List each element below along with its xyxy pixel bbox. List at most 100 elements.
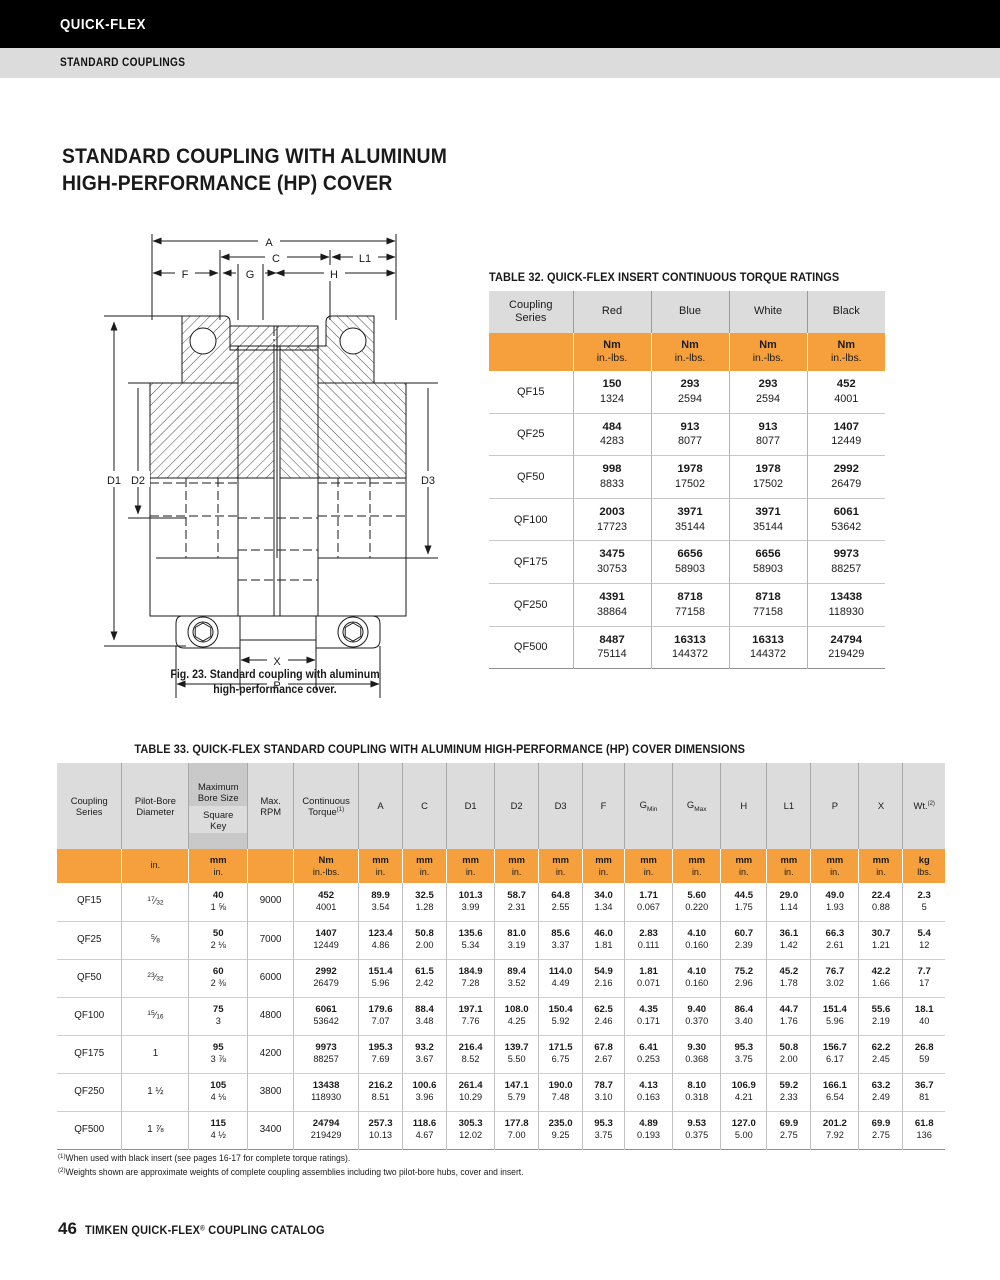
svg-text:C: C — [272, 253, 280, 265]
row-F: 95.3 3.75 — [582, 1111, 625, 1149]
row-continuous-torque: 452 4001 — [293, 883, 360, 921]
row-D3: 150.4 5.92 — [538, 997, 584, 1035]
th-D1: D1 — [446, 763, 496, 849]
table32-value-cell: 1978 17502 — [651, 455, 730, 499]
row-C: 100.6 3.96 — [402, 1073, 447, 1111]
row-series: QF25 — [57, 921, 123, 959]
row-Wt: 5.4 12 — [917, 927, 931, 951]
row-D3: 64.8 2.55 — [538, 883, 584, 921]
row-Gmin: 4.89 0.193 — [624, 1111, 674, 1149]
row-H: 86.4 3.40 — [720, 997, 768, 1035]
svg-text:X: X — [273, 656, 281, 668]
row-D3: 85.6 3.37 — [538, 921, 584, 959]
row-Wt: 7.7 17 — [917, 965, 931, 989]
row-H: 60.7 2.39 — [720, 921, 768, 959]
th-D3: D3 — [538, 763, 584, 849]
table32-value-cell: 3475 30753 — [573, 540, 652, 584]
row-C: 50.8 2.00 — [402, 921, 447, 959]
svg-text:P: P — [273, 680, 280, 692]
table33-units-row: in. mm in. Nm in.-lbs. mm in. mm in. mm in. mm in. mm… — [57, 849, 945, 883]
row-continuous-torque: 9973 88257 — [293, 1035, 360, 1073]
row-P: 76.7 3.02 — [810, 959, 860, 997]
table33-container: TABLE 33. QUICK-FLEX STANDARD COUPLING W… — [57, 742, 945, 1150]
row-Gmin: 6.41 0.253 — [624, 1035, 674, 1073]
row-P: 49.0 1.93 — [810, 883, 860, 921]
unit-imperial: in.-lbs. — [596, 353, 628, 365]
table32-title: TABLE 32. QUICK-FLEX INSERT CONTINUOUS T… — [489, 270, 840, 284]
unit-metric: Nm — [759, 338, 777, 351]
table-row: QF175 1 95 3 ⅞ 4200 9973 88257 195.3 7.69 93.2 3.6… — [57, 1035, 945, 1073]
row-max-rpm: 3800 — [247, 1073, 295, 1111]
row-continuous-torque: 6061 53642 — [293, 997, 360, 1035]
row-continuous-torque: 1407 12449 — [293, 921, 360, 959]
row-D1: 135.6 5.34 — [446, 921, 496, 959]
row-D2: 139.7 5.50 — [494, 1035, 540, 1073]
coupling-drawing-svg: A C L1 F G H — [102, 233, 440, 698]
row-max-rpm: 9000 — [247, 883, 295, 921]
footnote: (1)When used with black insert (see page… — [58, 1153, 351, 1163]
table33: Coupling Series Pilot-Bore Diameter Maxi… — [57, 763, 945, 1150]
th-A: A — [358, 763, 404, 849]
units-continuous-torque: Nm in.-lbs. — [293, 849, 360, 883]
row-pilot-bore: 1 ⅞ — [121, 1111, 190, 1149]
unit-metric: Nm — [603, 338, 621, 351]
row-Wt: 61.8 136 — [914, 1117, 934, 1141]
row-H: 75.2 2.96 — [720, 959, 768, 997]
table32-value-cell: 6656 58903 — [729, 540, 808, 584]
table32-value-cell: 150 1324 — [573, 371, 652, 414]
units-D3: mm in. — [538, 849, 584, 883]
table-row: QF100 15⁄16 75 3 4800 6061 53642 179.6 7.07 88.4 3… — [57, 997, 945, 1035]
row-Wt: 36.7 81 — [914, 1079, 934, 1103]
table32-value-cell: 6061 53642 — [831, 505, 862, 533]
unit-metric: Nm — [681, 338, 699, 351]
page-footer: 46 TIMKEN QUICK-FLEX® COUPLING CATALOG — [58, 1219, 351, 1239]
table32-value-cell: 16313 144372 — [651, 626, 730, 669]
table32-value-cell: 8718 77158 — [651, 583, 730, 627]
table32-value-cell: 913 8077 — [729, 413, 808, 456]
table32-header-row: Coupling Series Red Blue White Black — [489, 291, 885, 333]
units-X: mm in. — [858, 849, 904, 883]
units-Gmin: mm in. — [624, 849, 674, 883]
th-Gmin: GMin — [624, 763, 674, 849]
row-Wt: 2.3 5 — [917, 889, 931, 912]
table32-value-cell: 16313 144372 — [729, 626, 808, 669]
row-D2: 81.0 3.19 — [494, 921, 540, 959]
table32-value-cell: 8487 75114 — [573, 626, 652, 669]
row-Gmax: 9.40 0.370 — [672, 997, 722, 1035]
table32-body: QF15 150 1324 293 2594 293 2594 452 4001 QF25 484 4… — [489, 371, 885, 669]
row-pilot-bore: 1 — [121, 1035, 190, 1073]
table32-series-cell: QF25 — [489, 413, 574, 456]
row-X: 69.9 2.75 — [858, 1111, 904, 1149]
units-P: mm in. — [810, 849, 860, 883]
table32-series-cell: QF50 — [489, 455, 574, 499]
row-F: 62.5 2.46 — [582, 997, 625, 1035]
units-Gmax: mm in. — [672, 849, 722, 883]
svg-text:A: A — [265, 237, 273, 249]
table32-value-cell: 13438 118930 — [828, 590, 864, 618]
row-D2: 108.0 4.25 — [494, 997, 540, 1035]
th-coupling-series: Coupling Series — [57, 763, 123, 849]
unit-imperial: in.-lbs. — [752, 353, 784, 365]
page-number: 46 — [58, 1219, 77, 1238]
table-row: QF15 17⁄32 40 1 ⅝ 9000 452 4001 89.9 3.54 32.5 1.2… — [57, 883, 945, 921]
row-max-bore: 60 2 ⅜ — [188, 959, 249, 997]
section-title: STANDARD COUPLINGS — [60, 57, 186, 69]
table32-units-blank — [489, 333, 574, 371]
row-D1: 184.9 7.28 — [446, 959, 496, 997]
footnote: (2)Weights shown are approximate weights… — [58, 1166, 524, 1177]
row-L1: 50.8 2.00 — [766, 1035, 812, 1073]
table-row: QF50 998 8833 1978 17502 1978 17502 2992 26479 — [489, 455, 885, 499]
row-H: 95.3 3.75 — [720, 1035, 768, 1073]
row-Gmax: 9.30 0.368 — [672, 1035, 722, 1073]
table-row: QF15 150 1324 293 2594 293 2594 452 4001 — [489, 371, 885, 414]
row-X: 22.4 0.88 — [858, 883, 904, 921]
row-series: QF100 — [57, 997, 123, 1035]
unit-imperial: in.-lbs. — [674, 353, 706, 365]
table32-value-cell: 293 2594 — [729, 371, 808, 414]
coupling-cross-section-figure: A C L1 F G H — [90, 228, 460, 708]
row-D2: 147.1 5.79 — [494, 1073, 540, 1111]
table32-units-black: Nm in.-lbs. — [807, 333, 885, 371]
table33-title: TABLE 33. QUICK-FLEX STANDARD COUPLING W… — [134, 742, 746, 756]
th-L1: L1 — [766, 763, 812, 849]
table32-col-series: Coupling Series — [489, 291, 574, 333]
